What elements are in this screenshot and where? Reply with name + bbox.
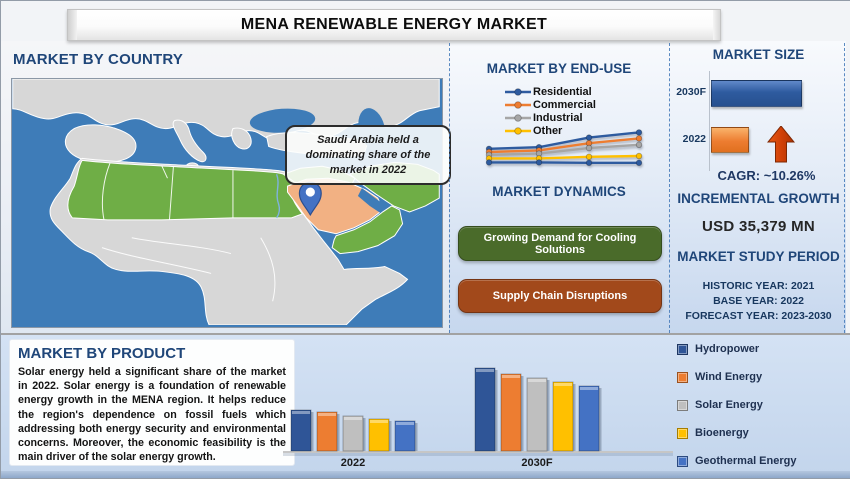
product-header: MARKET BY PRODUCT [18,345,186,362]
mena-map: Saudi Arabia held a dominating share of … [11,78,451,328]
market-size-axis [709,71,710,171]
incremental-growth-value: USD 35,379 MN [701,218,816,235]
product-bar-geothermal-energy-2030f [578,385,600,452]
market-size-label-2022: 2022 [682,133,706,145]
product-legend: Hydropower Wind Energy Solar Energy Bioener… [677,343,847,467]
product-bar-chart: 2022 2030F [283,367,673,469]
driver-button-supply-chain[interactable]: Supply Chain Disruptions [458,279,662,313]
end-use-legend: Residential Commercial Industrial Other [505,85,596,137]
driver-button-label: Growing Demand for Cooling Solutions [483,231,637,256]
product-text-box: MARKET BY PRODUCT Solar energy held a si… [9,339,295,466]
driver-button-cooling-solutions[interactable]: Growing Demand for Cooling Solutions [458,226,662,261]
product-bar-hydropower-2022 [290,409,312,452]
product-paragraph: Solar energy held a significant share of… [18,366,286,464]
product-bar-bioenergy-2022 [368,418,390,452]
divider-dashed-middle [669,43,670,333]
legend-label: Hydropower [695,343,760,355]
map-nile-river [275,173,281,219]
map-north-africa-borders [101,163,234,220]
map-persian-gulf [357,188,390,214]
product-bar-solar-energy-2022 [342,415,364,452]
product-legend-item: Hydropower [677,343,847,355]
product-bar-bioenergy-2030f [552,381,574,452]
legend-line-marker-icon [505,126,531,135]
dynamics-header: MARKET DYNAMICS [492,184,626,199]
bottom-edge-strip [1,471,850,478]
cagr-value: ~10.26% [763,168,816,183]
cagr-line: CAGR: ~10.26% [689,168,844,183]
legend-line-marker-icon [505,87,531,96]
cagr-label: CAGR: [717,168,761,183]
legend-swatch-icon [677,399,688,411]
product-category-label: 2022 [341,457,365,469]
study-period-list: HISTORIC YEAR: 2021 BASE YEAR: 2022 FORE… [671,279,846,324]
product-bar-geothermal-energy-2022 [394,420,416,452]
product-bar-wind-energy-2030f [500,373,522,452]
market-size-header: MARKET SIZE [712,47,805,62]
divider-dashed-right [844,43,845,333]
legend-swatch-icon [677,427,688,439]
legend-swatch-icon [677,455,688,467]
map-region-iberia [64,124,137,163]
legend-label: Industrial [533,111,583,124]
country-panel-header: MARKET BY COUNTRY [13,51,184,68]
market-size-bar-2022 [711,127,749,153]
map-region-greece [231,127,252,150]
map-region-italy [172,119,207,163]
study-period-header: MARKET STUDY PERIOD [677,249,840,264]
end-use-legend-item: Residential [505,85,596,98]
driver-button-label: Supply Chain Disruptions [492,290,628,302]
growth-arrow-icon [767,126,795,163]
base-year: BASE YEAR: 2022 [713,295,804,307]
divider-dashed-left [449,43,450,333]
forecast-year: FORECAST YEAR: 2023-2030 [685,310,832,322]
legend-line-marker-icon [505,100,531,109]
legend-label: Commercial [533,98,596,111]
end-use-header: MARKET BY END-USE [486,61,632,76]
legend-label: Other [533,124,563,137]
product-legend-item: Bioenergy [677,427,847,439]
page-title: MENA RENEWABLE ENERGY MARKET [240,16,548,33]
legend-line-marker-icon [505,113,531,122]
map-africa-internal-borders [101,237,276,302]
incremental-growth-header: INCREMENTAL GROWTH [677,191,840,206]
legend-swatch-icon [677,343,688,355]
legend-label: Geothermal Energy [695,455,797,467]
product-bar-wind-energy-2022 [316,411,338,452]
legend-label: Residential [533,85,592,98]
callout-text: Saudi Arabia held a dominating share of … [305,134,431,176]
product-bar-hydropower-2030f [474,367,496,452]
end-use-legend-item: Industrial [505,111,596,124]
saudi-arabia-callout: Saudi Arabia held a dominating share of … [285,125,451,185]
product-category-label: 2030F [521,457,552,469]
title-bar: MENA RENEWABLE ENERGY MARKET [67,9,721,41]
product-legend-item: Wind Energy [677,371,847,383]
legend-label: Bioenergy [695,427,749,439]
end-use-legend-item: Other [505,124,596,137]
map-svg [12,79,440,325]
historic-year: HISTORIC YEAR: 2021 [702,280,815,292]
product-legend-item: Geothermal Energy [677,455,847,467]
product-legend-item: Solar Energy [677,399,847,411]
legend-swatch-icon [677,371,688,383]
map-region-yemen-oman [331,205,404,255]
market-size-label-2030f: 2030F [676,86,706,98]
end-use-line-chart [485,129,643,166]
product-bar-solar-energy-2030f [526,377,548,452]
legend-label: Wind Energy [695,371,763,383]
market-size-bar-2030f [711,80,802,107]
legend-label: Solar Energy [695,399,763,411]
end-use-legend-item: Commercial [505,98,596,111]
